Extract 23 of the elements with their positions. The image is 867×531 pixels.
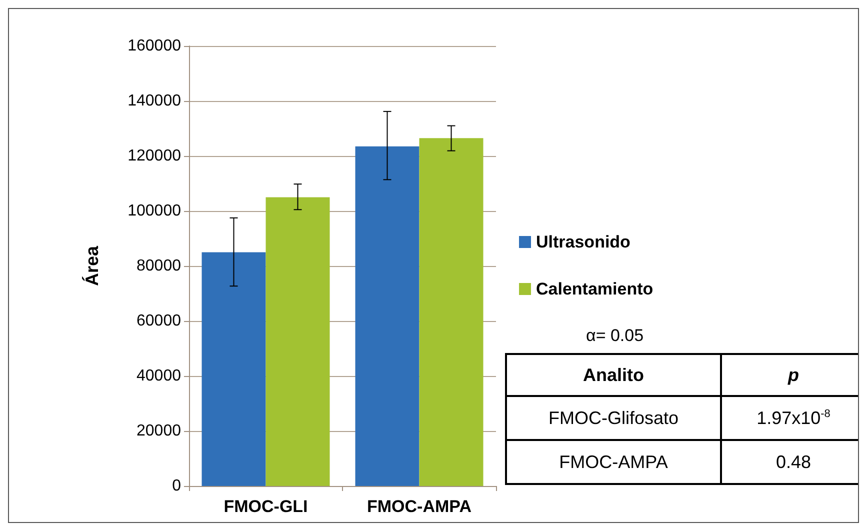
text: α= 0.05 <box>586 326 644 345</box>
y-tick-label: 120000 <box>128 148 182 164</box>
text: p <box>787 365 799 385</box>
bar <box>419 138 484 486</box>
text: Analito <box>583 365 644 385</box>
y-tick-label: 20000 <box>136 422 182 440</box>
legend-label: Calentamiento <box>536 280 654 298</box>
text: FMOC-AMPA <box>559 452 668 472</box>
x-tick-label: FMOC-GLI <box>224 497 308 516</box>
y-axis-title: Área <box>82 245 102 286</box>
y-tick-label: 160000 <box>128 38 182 54</box>
legend-label: Ultrasonido <box>536 232 630 252</box>
y-tick-label: 140000 <box>128 92 182 110</box>
y-tick-label: 100000 <box>128 202 182 220</box>
text: 0.48 <box>776 452 812 472</box>
y-tick-label: 0 <box>172 478 182 494</box>
bar <box>355 146 420 486</box>
bar <box>202 252 266 486</box>
y-tick-label: 80000 <box>136 258 182 274</box>
bar <box>266 197 330 486</box>
text: FMOC-Glifosato <box>548 408 679 428</box>
y-tick-label: 40000 <box>136 368 182 384</box>
y-tick-label: 60000 <box>136 312 182 330</box>
